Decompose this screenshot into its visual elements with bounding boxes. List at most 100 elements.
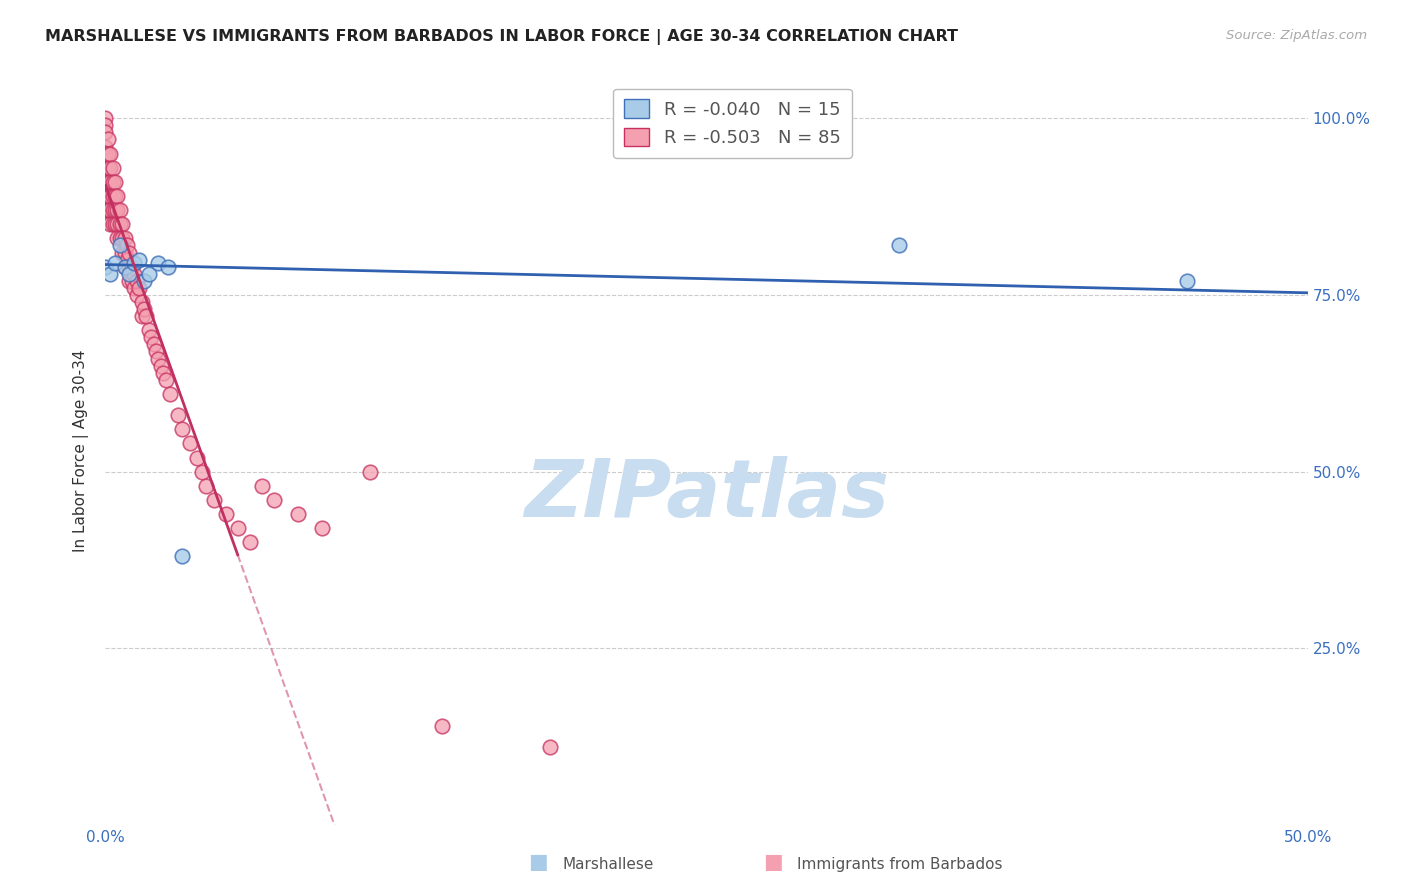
- Point: [101, 161, 124, 175]
- Point: [124, 281, 146, 295]
- Point: [111, 217, 134, 231]
- Point: [118, 267, 141, 281]
- Point: [101, 217, 124, 231]
- Point: [128, 281, 150, 295]
- Point: [107, 203, 129, 218]
- Point: [111, 245, 134, 260]
- Point: [190, 465, 212, 479]
- Point: [156, 260, 179, 274]
- Point: [104, 217, 127, 231]
- Text: Marshallese: Marshallese: [562, 857, 654, 872]
- Point: [186, 450, 208, 465]
- Point: [145, 344, 167, 359]
- Point: [125, 288, 148, 302]
- Point: [149, 359, 172, 373]
- Point: [125, 274, 148, 288]
- Point: [138, 267, 160, 281]
- Point: [108, 217, 131, 231]
- Text: Source: ZipAtlas.com: Source: ZipAtlas.com: [1226, 29, 1367, 43]
- Y-axis label: In Labor Force | Age 30-34: In Labor Force | Age 30-34: [73, 349, 90, 552]
- Point: [108, 231, 131, 245]
- Point: [94, 161, 117, 175]
- Point: [114, 245, 136, 260]
- Point: [114, 231, 136, 245]
- Point: [94, 189, 117, 203]
- Point: [98, 203, 121, 218]
- Point: [142, 337, 165, 351]
- Point: [121, 274, 143, 288]
- Point: [94, 260, 117, 274]
- Point: [94, 146, 117, 161]
- Point: [172, 422, 194, 436]
- Point: [94, 203, 117, 218]
- Point: [104, 175, 127, 189]
- Point: [98, 146, 121, 161]
- Point: [148, 256, 170, 270]
- Point: [115, 238, 138, 252]
- Point: [239, 535, 262, 549]
- Point: [139, 330, 162, 344]
- Point: [118, 260, 141, 274]
- Point: [94, 118, 117, 132]
- Point: [118, 245, 141, 260]
- Point: [250, 479, 273, 493]
- Point: [359, 465, 381, 479]
- Point: [214, 507, 236, 521]
- Point: [263, 492, 285, 507]
- Point: [138, 323, 160, 337]
- Point: [98, 267, 121, 281]
- Point: [172, 549, 194, 564]
- Point: [1177, 274, 1199, 288]
- Point: [148, 351, 170, 366]
- Point: [179, 436, 201, 450]
- Point: [159, 387, 181, 401]
- Point: [101, 175, 124, 189]
- Point: [97, 132, 120, 146]
- Point: [107, 189, 129, 203]
- Point: [124, 267, 146, 281]
- Point: [94, 139, 117, 153]
- Point: [132, 274, 155, 288]
- Legend: R = -0.040   N = 15, R = -0.503   N = 85: R = -0.040 N = 15, R = -0.503 N = 85: [613, 88, 852, 158]
- Point: [202, 492, 225, 507]
- Point: [97, 146, 120, 161]
- Point: [118, 274, 141, 288]
- Point: [114, 260, 136, 274]
- Point: [287, 507, 309, 521]
- Point: [128, 252, 150, 267]
- Text: ■: ■: [763, 853, 783, 872]
- Point: [98, 217, 121, 231]
- Point: [114, 260, 136, 274]
- Point: [97, 161, 120, 175]
- Point: [111, 231, 134, 245]
- Point: [131, 295, 153, 310]
- Point: [104, 189, 127, 203]
- Point: [430, 719, 453, 733]
- Point: [108, 203, 131, 218]
- Point: [108, 238, 131, 252]
- Point: [131, 309, 153, 323]
- Point: [538, 740, 561, 755]
- Point: [311, 521, 333, 535]
- Point: [98, 161, 121, 175]
- Point: [226, 521, 249, 535]
- Point: [107, 231, 129, 245]
- Point: [97, 203, 120, 218]
- Point: [94, 175, 117, 189]
- Point: [152, 366, 174, 380]
- Point: [101, 189, 124, 203]
- Point: [97, 175, 120, 189]
- Text: ■: ■: [529, 853, 548, 872]
- Point: [887, 238, 910, 252]
- Point: [98, 175, 121, 189]
- Point: [104, 203, 127, 218]
- Point: [94, 112, 117, 126]
- Point: [135, 309, 157, 323]
- Point: [98, 189, 121, 203]
- Point: [107, 217, 129, 231]
- Point: [121, 260, 143, 274]
- Point: [132, 302, 155, 317]
- Point: [155, 373, 177, 387]
- Text: ZIPatlas: ZIPatlas: [524, 457, 889, 534]
- Point: [101, 203, 124, 218]
